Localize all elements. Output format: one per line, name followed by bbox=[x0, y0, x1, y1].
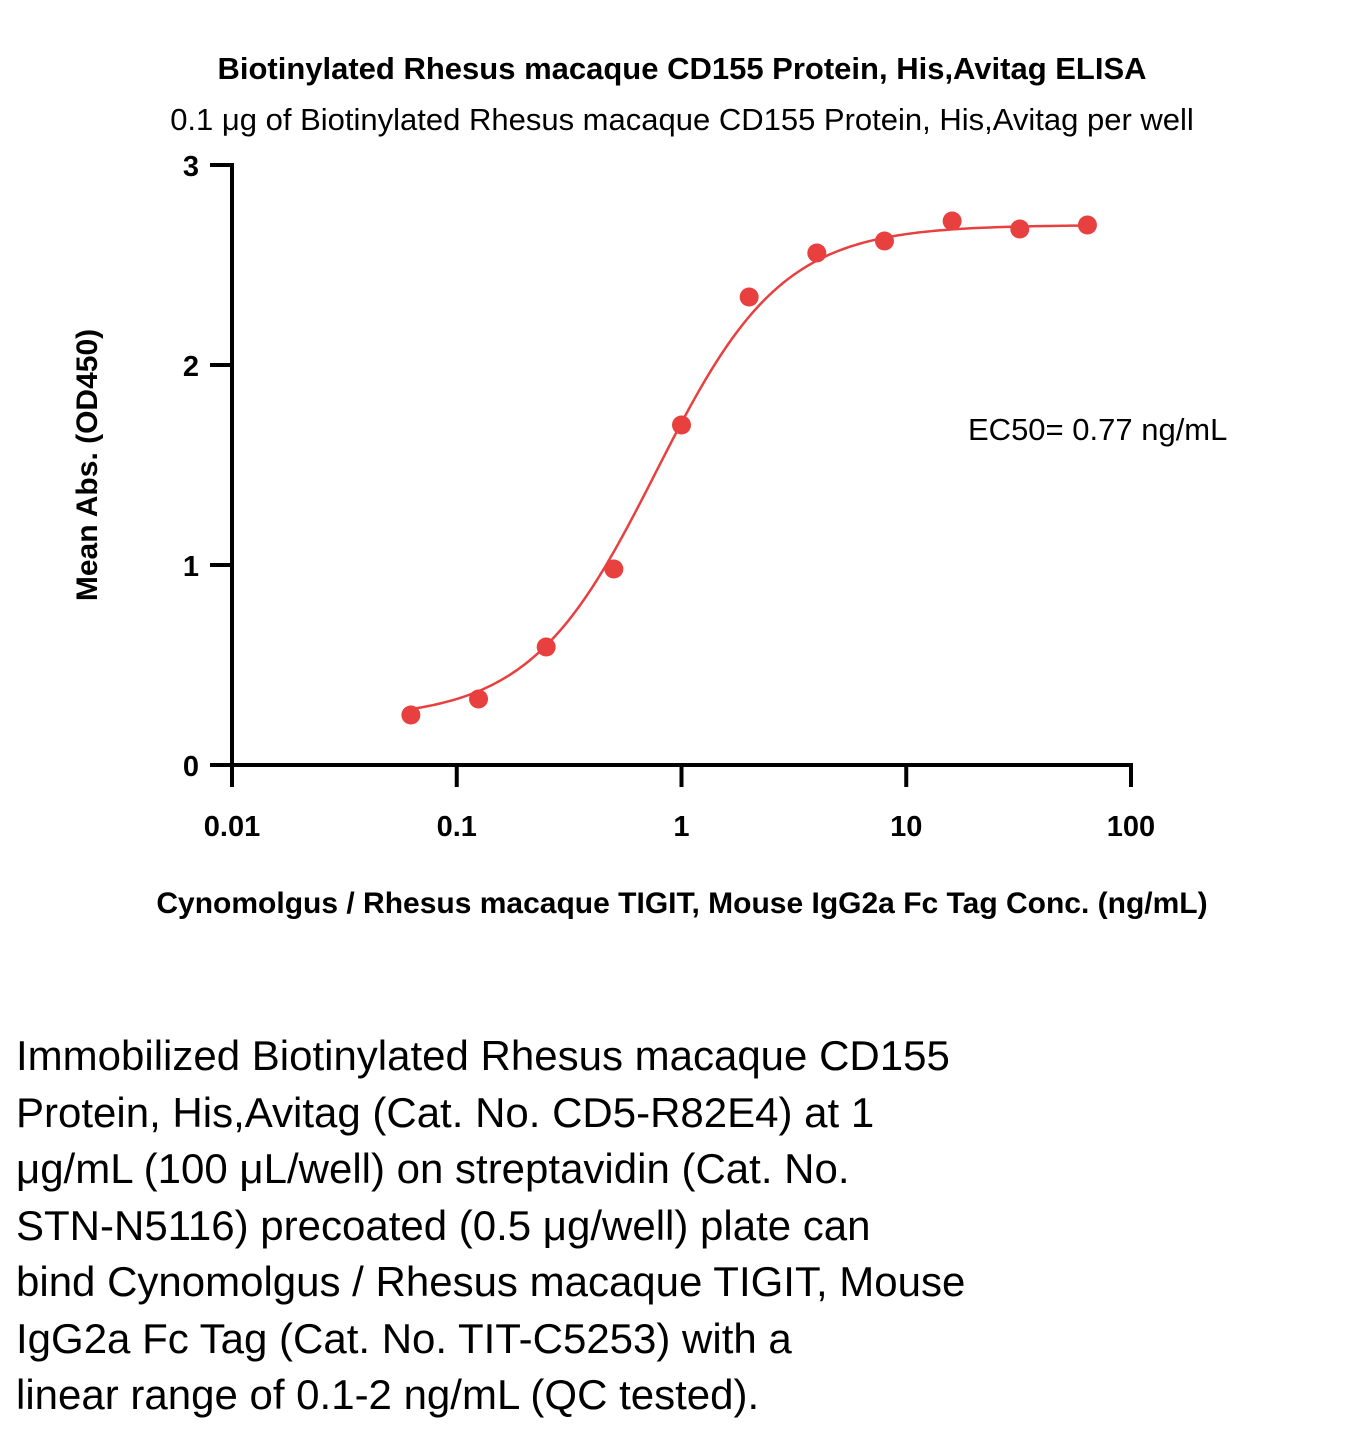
x-tick-label: 1 bbox=[673, 811, 689, 843]
data-point bbox=[469, 689, 489, 709]
x-tick-label: 100 bbox=[1107, 811, 1155, 843]
y-tick-label: 1 bbox=[183, 551, 199, 583]
x-tick-label: 0.01 bbox=[204, 811, 260, 843]
y-tick-label: 0 bbox=[183, 751, 199, 783]
data-point bbox=[942, 211, 962, 231]
data-point bbox=[604, 559, 624, 579]
chart-title: Biotinylated Rhesus macaque CD155 Protei… bbox=[217, 51, 1146, 86]
data-point bbox=[1010, 219, 1030, 239]
fit-curve bbox=[410, 224, 1088, 711]
elisa-chart: Biotinylated Rhesus macaque CD155 Protei… bbox=[71, 51, 1227, 920]
data-point bbox=[536, 637, 556, 657]
x-axis-label: Cynomolgus / Rhesus macaque TIGIT, Mouse… bbox=[156, 887, 1207, 920]
data-point bbox=[401, 705, 421, 725]
data-point bbox=[874, 231, 894, 251]
axes: 0 1 2 3 0.01 0.1 1 10 100 bbox=[183, 151, 1155, 843]
data-point bbox=[672, 415, 691, 435]
x-tick-label: 0.1 bbox=[437, 811, 477, 843]
data-point bbox=[1077, 215, 1097, 235]
ec50-annotation: EC50= 0.77 ng/mL bbox=[968, 412, 1227, 447]
data-point bbox=[807, 243, 827, 263]
y-axis-label: Mean Abs. (OD450) bbox=[71, 329, 104, 601]
figure-caption: Immobilized Biotinylated Rhesus macaque … bbox=[16, 1032, 966, 1418]
y-tick-label: 2 bbox=[183, 351, 199, 383]
y-tick-label: 3 bbox=[183, 151, 199, 183]
data-point bbox=[739, 287, 759, 307]
chart-subtitle: 0.1 μg of Biotinylated Rhesus macaque CD… bbox=[170, 102, 1194, 137]
x-tick-label: 10 bbox=[890, 811, 922, 843]
